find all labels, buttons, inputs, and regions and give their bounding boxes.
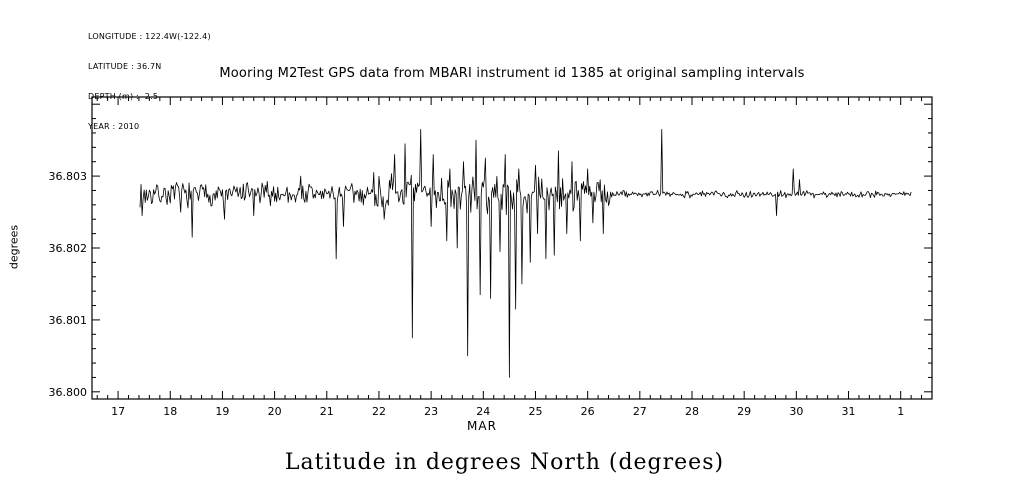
x-tick-label: 1 [897, 405, 904, 418]
latitude-series-line [139, 128, 912, 378]
x-tick-label: 18 [163, 405, 177, 418]
x-tick-label: 22 [372, 405, 386, 418]
y-tick-label: 36.800 [49, 386, 88, 399]
x-tick-label: 28 [685, 405, 699, 418]
axis-tick-labels: 17 18 19 20 21 22 23 24 25 26 27 28 29 30 31 1 36.800 36.… [49, 170, 905, 418]
x-tick-label: 24 [476, 405, 490, 418]
x-tick-label: 19 [215, 405, 229, 418]
meta-longitude: LONGITUDE : 122.4W(-122.4) [88, 32, 211, 41]
y-tick-label: 36.801 [49, 314, 88, 327]
meta-year: YEAR : 2010 [88, 122, 140, 131]
x-tick-label: 21 [320, 405, 334, 418]
x-tick-label: 30 [789, 405, 803, 418]
chart-caption: Latitude in degrees North (degrees) [284, 450, 725, 475]
x-tick-label: 29 [737, 405, 751, 418]
meta-latitude: LATITUDE : 36.7N [88, 62, 162, 71]
plot-frame [91, 96, 933, 400]
x-tick-label: 23 [424, 405, 438, 418]
x-tick-label: 27 [633, 405, 647, 418]
x-axis-label: MAR [467, 419, 497, 433]
y-axis-label: degrees [7, 224, 21, 270]
chart-title: Mooring M2Test GPS data from MBARI instr… [219, 66, 805, 81]
x-tick-label: 26 [581, 405, 595, 418]
x-tick-label: 25 [528, 405, 542, 418]
x-tick-label: 31 [842, 405, 856, 418]
axis-ticks [92, 97, 932, 399]
x-tick-label: 20 [268, 405, 282, 418]
y-tick-label: 36.802 [49, 242, 88, 255]
x-tick-label: 17 [111, 405, 125, 418]
y-tick-label: 36.803 [49, 170, 88, 183]
